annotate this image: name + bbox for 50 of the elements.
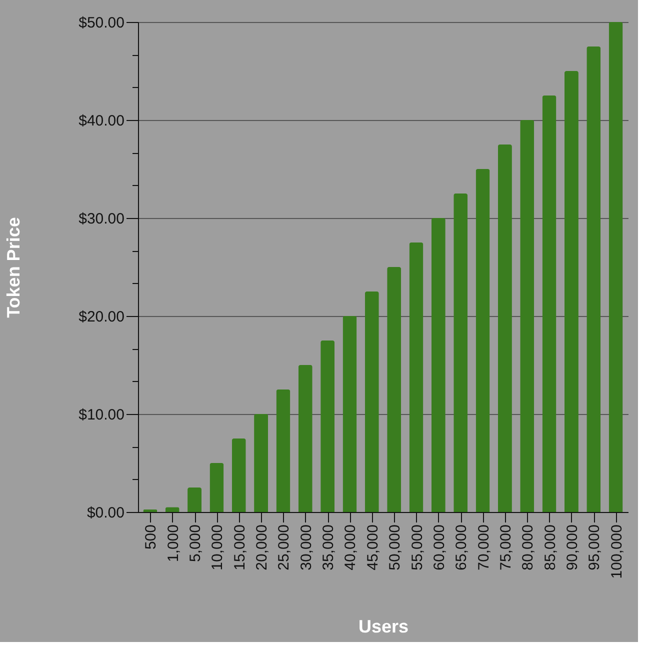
y-tick-label: $20.00: [78, 308, 124, 326]
x-tick-label: 15,000: [231, 524, 248, 570]
y-tick-label: $40.00: [78, 112, 124, 130]
x-tick-label: 75,000: [497, 524, 514, 570]
bar: [298, 365, 312, 512]
bar: [210, 463, 224, 512]
bar: [188, 488, 202, 512]
x-tick-label: 30,000: [298, 524, 315, 570]
x-tick-label: 60,000: [430, 524, 448, 570]
x-tick-label: 35,000: [320, 524, 338, 570]
bar: [232, 438, 246, 512]
bar: [387, 267, 402, 512]
x-tick-label: 10,000: [209, 524, 226, 570]
x-tick-label: 500: [142, 524, 160, 550]
bar: [454, 194, 468, 512]
bar: [608, 22, 623, 512]
x-tick-label: 80,000: [520, 524, 537, 570]
bar: [320, 340, 335, 512]
bar: [476, 169, 490, 512]
bar: [364, 292, 379, 512]
x-tick-label: 55,000: [408, 524, 426, 570]
x-tick-label: 70,000: [475, 524, 492, 570]
bar: [542, 96, 556, 512]
bar: [431, 218, 446, 512]
x-tick-label: 65,000: [453, 524, 470, 570]
bar: [520, 120, 534, 512]
x-axis-title: Users: [358, 616, 409, 637]
x-tick-label: 25,000: [276, 524, 293, 570]
y-tick-label: $50.00: [78, 14, 124, 32]
y-tick-label: $0.00: [86, 504, 124, 522]
x-tick-label: 20,000: [254, 524, 271, 570]
x-tick-label: 45,000: [364, 524, 382, 570]
bar: [342, 316, 357, 512]
x-tick-label: 5,000: [187, 524, 204, 562]
y-tick-label: $10.00: [78, 406, 124, 424]
bar: [564, 71, 578, 512]
x-tick-label: 100,000: [608, 524, 626, 579]
x-tick-label: 90,000: [564, 524, 581, 570]
bar: [254, 414, 268, 512]
x-tick-label: 95,000: [586, 524, 604, 570]
x-tick-label: 1,000: [164, 524, 182, 562]
x-tick-label: 50,000: [386, 524, 404, 570]
bar: [276, 390, 290, 512]
bar: [586, 46, 601, 512]
bar: [498, 144, 512, 512]
y-tick-label: $30.00: [78, 210, 124, 228]
x-tick-label: 40,000: [342, 524, 360, 570]
x-tick-label: 85,000: [542, 524, 559, 570]
y-axis-title: Token Price: [4, 217, 24, 318]
bar: [409, 242, 424, 512]
